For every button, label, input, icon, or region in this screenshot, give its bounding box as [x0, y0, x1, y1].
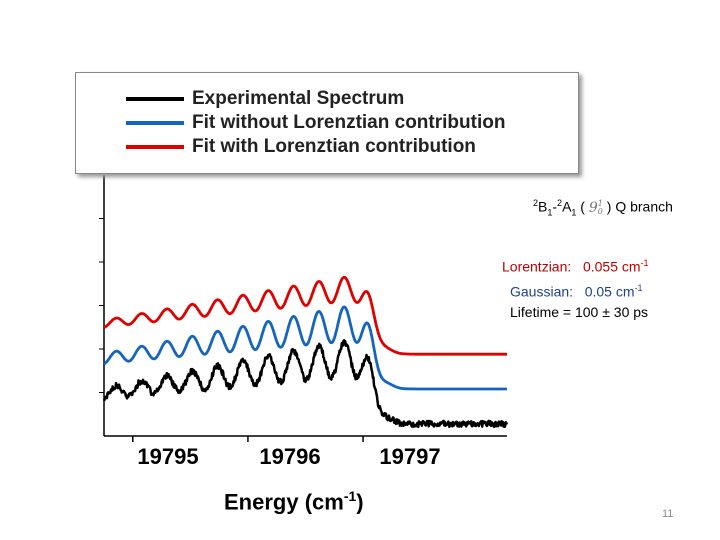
legend-swatch-fit-with	[126, 145, 184, 149]
plot-axes	[99, 175, 507, 442]
legend-item-fit-with: Fit with Lorenztian contribution	[126, 135, 476, 159]
legend-item-fit-without: Fit without Lorenztian contribution	[126, 111, 505, 135]
fit-parameters: Lorentzian: 0.055 cm-1 Gaussian: 0.05 cm…	[502, 253, 649, 323]
lifetime: Lifetime = 100 ± 30 ps	[510, 304, 649, 321]
legend-label-fit-with: Fit with Lorenztian contribution	[192, 136, 476, 157]
slide-number: 11	[662, 508, 674, 520]
legend-swatch-fit-without	[126, 121, 184, 125]
x-axis-title: Energy (cm-1)	[224, 488, 364, 515]
series-line-fit-without-lorenztian-contribution	[103, 305, 508, 391]
series-line-experimental-spectrum	[102, 339, 509, 429]
series-line-fit-with-lorenztian-contribution	[103, 275, 508, 356]
x-tick-label: 19797	[379, 444, 441, 469]
legend-swatch-experimental	[126, 97, 184, 101]
legend-label-experimental: Experimental Spectrum	[192, 88, 405, 109]
series-layer	[102, 275, 509, 429]
legend: Experimental Spectrum Fit without Lorenz…	[75, 72, 579, 174]
legend-label-fit-without: Fit without Lorenztian contribution	[192, 112, 506, 133]
gaussian-width: Gaussian: 0.05 cm-1	[510, 282, 643, 300]
x-tick-label: 19795	[137, 444, 199, 469]
legend-item-experimental: Experimental Spectrum	[126, 87, 404, 111]
x-tick-label: 19796	[259, 444, 321, 469]
lorentzian-width: Lorentzian: 0.055 cm-1	[502, 258, 649, 275]
